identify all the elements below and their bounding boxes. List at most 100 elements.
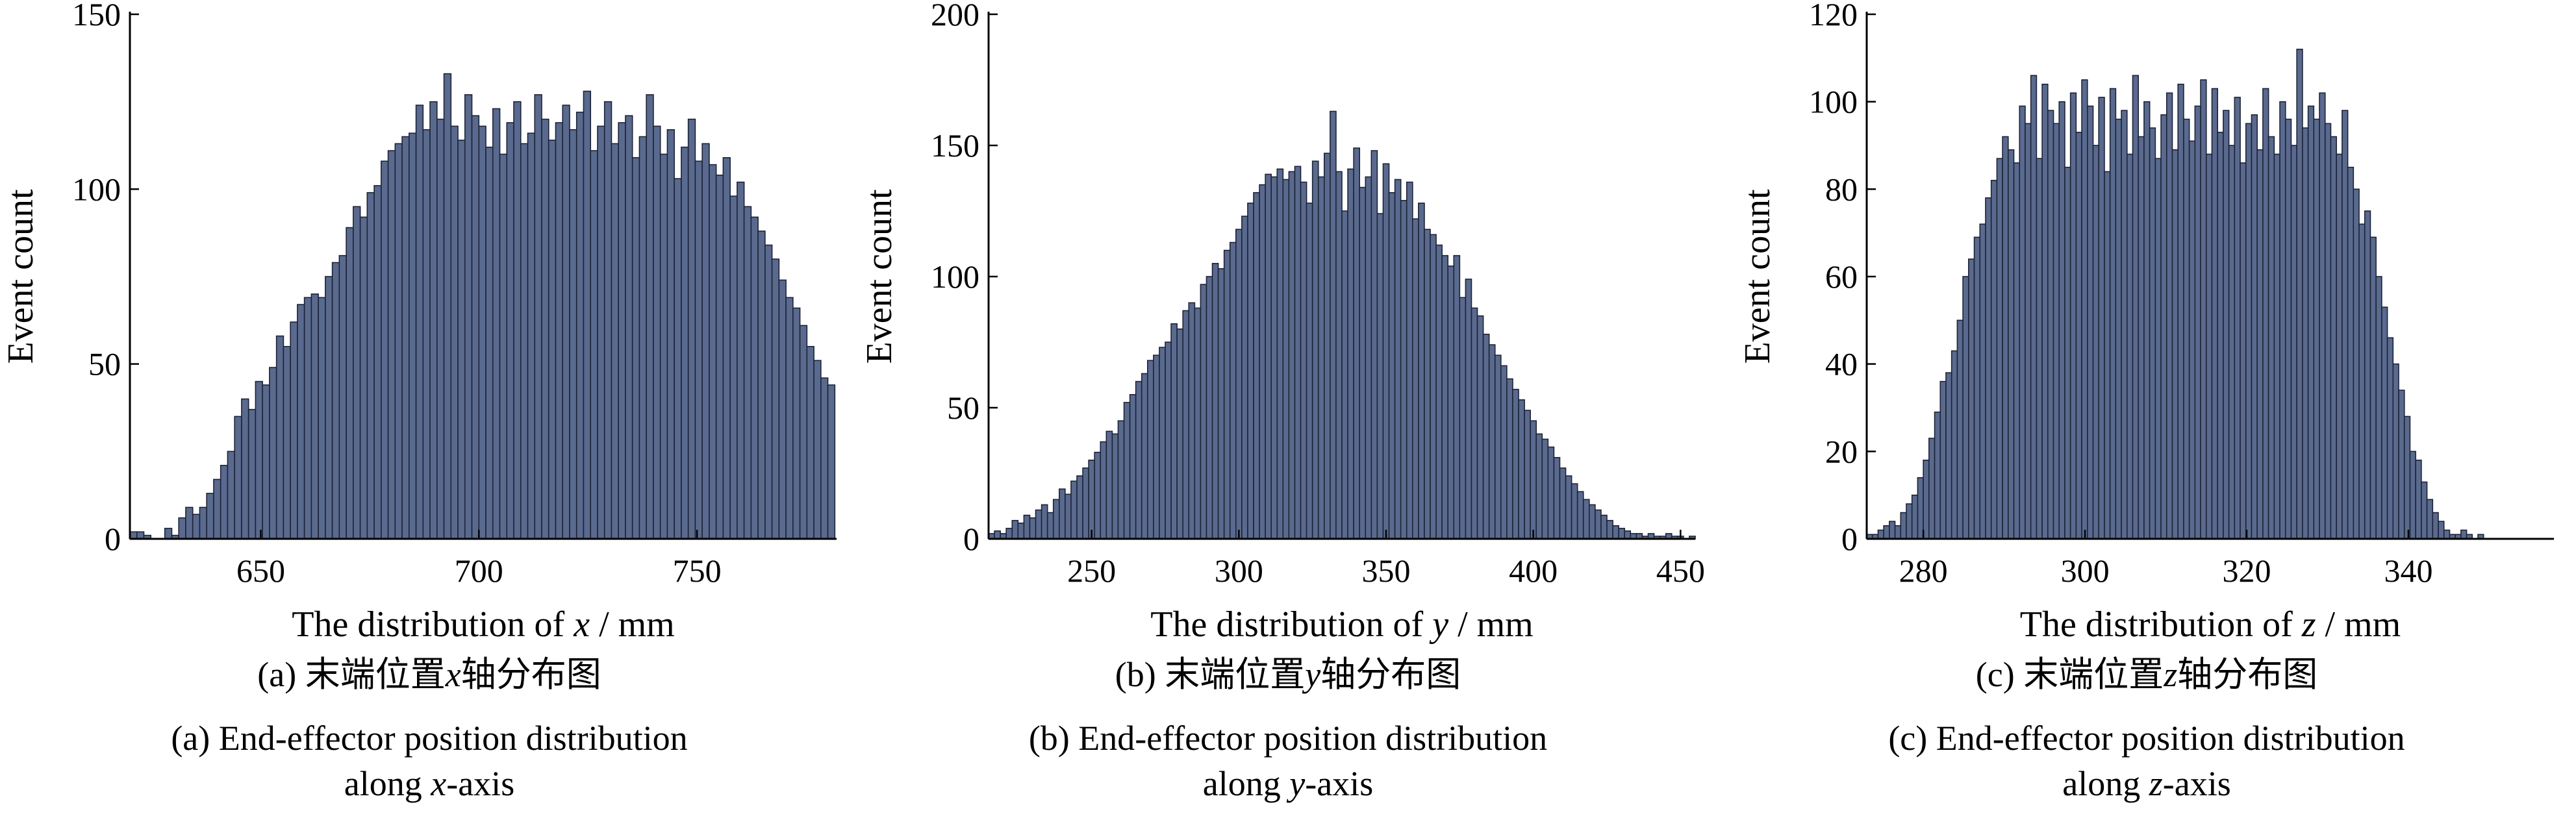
histogram-bar bbox=[687, 118, 696, 539]
histogram-bar bbox=[1494, 354, 1502, 539]
histogram-bar bbox=[2330, 136, 2337, 539]
caption-en-y-line1: (b) End-effector position distribution bbox=[1028, 719, 1548, 758]
histogram-bar bbox=[1453, 254, 1461, 539]
histogram-bar bbox=[2392, 363, 2399, 539]
x-tick-label: 400 bbox=[1509, 552, 1558, 589]
y-tick-label: 100 bbox=[931, 258, 979, 295]
caption-cn-z: (c) 末端位置z轴分布图 bbox=[1975, 655, 2318, 694]
histogram-bar bbox=[290, 321, 298, 539]
x-tick-label: 450 bbox=[1656, 552, 1705, 589]
histogram-bar bbox=[625, 115, 633, 539]
histogram-bar bbox=[2064, 166, 2071, 539]
histogram-bar bbox=[247, 408, 257, 539]
histogram-bar bbox=[2256, 149, 2264, 539]
x-tick-label: 350 bbox=[1362, 552, 1411, 589]
histogram-bar bbox=[2205, 153, 2213, 539]
histogram-bar bbox=[1323, 153, 1331, 539]
histogram-bar bbox=[1335, 171, 1343, 539]
histogram-bar bbox=[478, 125, 486, 539]
histogram-bar bbox=[1241, 216, 1248, 539]
histogram-bar bbox=[1506, 378, 1513, 539]
histogram-bar bbox=[185, 506, 194, 539]
histogram-bar bbox=[1606, 519, 1613, 539]
histogram-bar bbox=[262, 384, 270, 539]
histogram-bar bbox=[1883, 525, 1890, 539]
histogram-bar bbox=[1341, 210, 1348, 539]
histogram-bar bbox=[771, 258, 780, 539]
histogram-bar bbox=[2307, 105, 2315, 539]
histogram-bar bbox=[1968, 258, 1975, 539]
histogram-bar bbox=[366, 192, 375, 539]
histogram-bar bbox=[2211, 88, 2218, 539]
histogram-bar bbox=[310, 293, 319, 539]
histogram-bar bbox=[2132, 75, 2140, 539]
histogram-bar bbox=[2342, 110, 2349, 539]
histogram-bar bbox=[1465, 279, 1472, 539]
histogram-bar bbox=[1076, 475, 1083, 539]
histogram-bar bbox=[1017, 522, 1025, 539]
histogram-bar bbox=[597, 125, 605, 539]
x-axis-title: The distribution of z / mm bbox=[2020, 604, 2401, 645]
histogram-bar bbox=[1200, 284, 1207, 539]
histogram-bar bbox=[2086, 105, 2094, 539]
histogram-bar bbox=[2194, 105, 2201, 539]
histogram-bar bbox=[1153, 354, 1160, 539]
histogram-bar bbox=[1359, 186, 1367, 539]
histogram-bar bbox=[1934, 411, 1941, 539]
histogram-bar bbox=[2041, 83, 2049, 539]
histogram-panel-y: 250 300 350 400 450 0 50 100 150 200 The distribut… bbox=[859, 0, 1717, 818]
histogram-bar bbox=[590, 150, 598, 539]
histogram-bar bbox=[1400, 200, 1408, 539]
histogram-bar bbox=[464, 94, 473, 539]
histogram-bar bbox=[1877, 529, 1884, 539]
histogram-bar bbox=[1129, 393, 1137, 539]
histogram-bar bbox=[387, 150, 396, 539]
histogram-bar bbox=[1951, 350, 1958, 539]
histogram-bar bbox=[1547, 446, 1555, 539]
histogram-bar bbox=[1906, 503, 1913, 539]
histogram-bar bbox=[1253, 192, 1260, 539]
histogram-bar bbox=[785, 297, 794, 539]
histogram-bar bbox=[2217, 132, 2224, 539]
histogram-bar bbox=[1595, 509, 1602, 539]
histogram-bar bbox=[1394, 179, 1402, 539]
caption-cn-y: (b) 末端位置y轴分布图 bbox=[1115, 655, 1461, 694]
histogram-bar bbox=[485, 146, 494, 539]
histogram-bar bbox=[401, 136, 410, 539]
histogram-bar bbox=[1058, 488, 1066, 539]
x-axis-title: The distribution of x / mm bbox=[292, 604, 675, 645]
histogram-bar bbox=[757, 230, 766, 539]
histogram-bar bbox=[436, 118, 445, 539]
histogram-bar bbox=[1276, 168, 1284, 539]
y-tick-label: 0 bbox=[1841, 521, 1858, 557]
histogram-bar bbox=[415, 105, 424, 539]
histogram-bar bbox=[199, 506, 208, 539]
histogram-bar bbox=[275, 335, 284, 539]
histogram-bar bbox=[638, 136, 647, 539]
histogram-bar bbox=[1996, 158, 2003, 539]
histogram-bar bbox=[1388, 192, 1396, 539]
histogram-bar bbox=[2013, 162, 2021, 539]
histogram-bar bbox=[1530, 420, 1537, 539]
histogram-bar bbox=[820, 377, 829, 539]
histogram-bar bbox=[681, 146, 689, 539]
caption-cn-x: (a) 末端位置x轴分布图 bbox=[257, 655, 601, 694]
histogram-bar bbox=[1065, 493, 1072, 539]
histogram-bar bbox=[1582, 499, 1590, 539]
histogram-bar bbox=[178, 517, 186, 539]
y-axis-title: Event count bbox=[1737, 189, 1778, 364]
histogram-bar bbox=[1317, 176, 1325, 539]
histogram-bar bbox=[1146, 360, 1154, 539]
histogram-bar bbox=[1911, 494, 1919, 539]
histogram-bar bbox=[206, 493, 214, 539]
histogram-bar bbox=[2364, 210, 2371, 539]
histogram-bar bbox=[2284, 118, 2292, 539]
histogram-bar bbox=[409, 132, 417, 539]
histogram-bar bbox=[2273, 153, 2280, 539]
histogram-bar bbox=[694, 160, 703, 539]
histogram-bar bbox=[513, 101, 522, 539]
histogram-bar bbox=[2251, 114, 2258, 539]
histogram-bar bbox=[583, 90, 592, 539]
histogram-bar bbox=[1311, 160, 1319, 539]
histogram-bar bbox=[394, 143, 403, 539]
